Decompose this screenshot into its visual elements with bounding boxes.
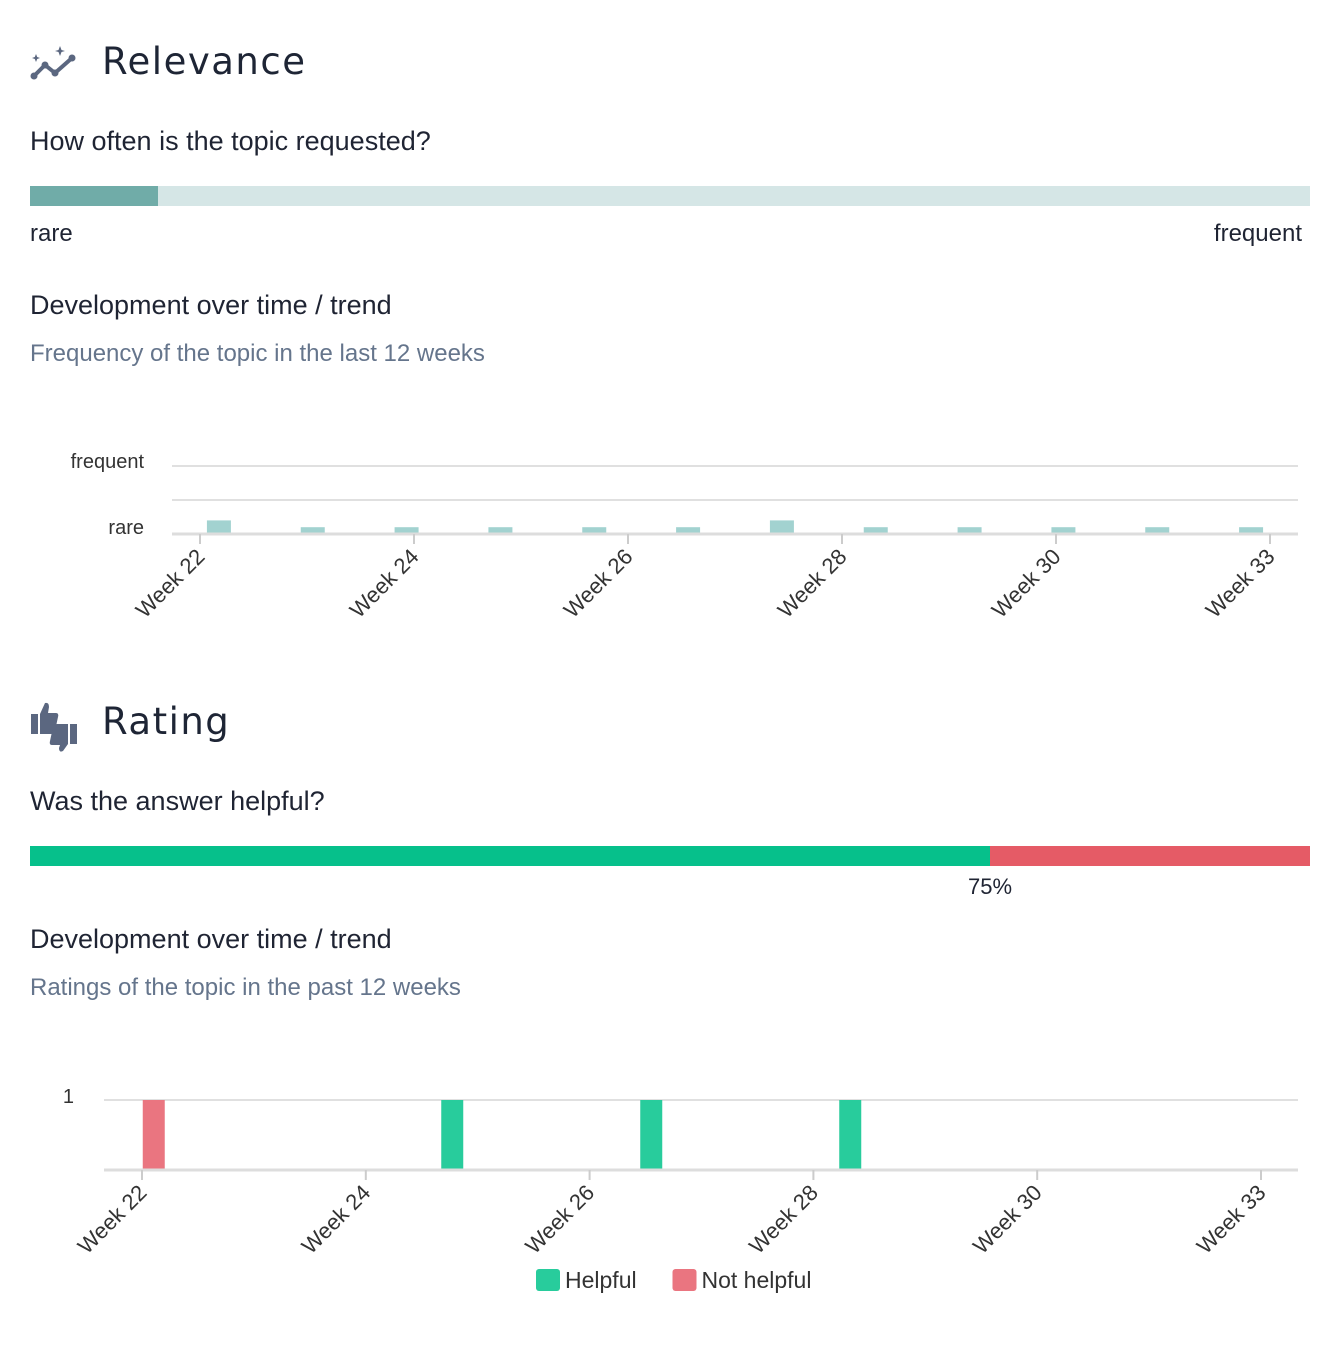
x-tick-label: Week 30: [968, 1180, 1047, 1259]
legend-item: Helpful: [536, 1267, 637, 1293]
x-tick-label: Week 26: [520, 1180, 599, 1259]
rating-chart: 1 Week 22 Week 24 Week 26 Week 28 Week 30 Week…: [63, 1086, 1298, 1293]
frequency-bar: [30, 186, 1310, 206]
x-tick-label: Week 28: [773, 544, 852, 623]
frequency-bar-mark: [488, 527, 513, 534]
rating-trend-subtitle: Ratings of the topic in the past 12 week…: [30, 974, 461, 1001]
helpful-percent-label: 75%: [967, 874, 1013, 899]
rating-bar-mark: [142, 1100, 165, 1170]
frequency-bar-fill: [30, 186, 158, 206]
frequency-bar-mark: [1051, 527, 1076, 534]
sparkle-trend-icon: [30, 46, 76, 80]
x-tick-label: Week 24: [297, 1180, 376, 1259]
relevance-trend-subtitle: Frequency of the topic in the last 12 we…: [30, 340, 485, 367]
rating-bar-mark: [640, 1100, 663, 1170]
legend-label: Helpful: [565, 1267, 637, 1293]
relevance-section: Relevance How often is the topic request…: [0, 0, 1340, 660]
helpful-bar-fill: [30, 846, 990, 866]
rating-question: Was the answer helpful?: [30, 786, 325, 816]
relevance-trend-title: Development over time / trend: [30, 290, 392, 320]
frequency-bar-mark: [1145, 527, 1170, 534]
legend-label: Not helpful: [702, 1267, 812, 1293]
frequency-chart: rare frequent Week 22 Week 24 Week 26 Week 28…: [71, 451, 1298, 623]
x-tick-label: Week 30: [987, 544, 1066, 623]
thumbs-up-down-icon: [31, 702, 77, 752]
frequency-bar-mark: [863, 527, 888, 534]
x-tick-label: Week 28: [744, 1180, 823, 1259]
legend-swatch: [536, 1269, 560, 1291]
x-tick-label: Week 26: [559, 544, 638, 623]
x-tick-label: Week 22: [131, 544, 210, 623]
helpful-bar: [30, 846, 1310, 866]
frequency-bar-mark: [676, 527, 701, 534]
y-tick-label: frequent: [71, 451, 145, 473]
rating-section: Rating Was the answer helpful? 75% Devel…: [0, 680, 1340, 1340]
rating-bar-mark: [839, 1100, 862, 1170]
frequency-bar-mark: [1239, 527, 1264, 534]
scale-min-label: rare: [30, 220, 73, 247]
y-tick-label: rare: [108, 517, 144, 539]
frequency-bar-mark: [300, 527, 325, 534]
frequency-bar-mark: [206, 520, 231, 534]
frequency-bar-mark: [769, 520, 794, 534]
x-tick-label: Week 33: [1192, 1180, 1271, 1259]
x-tick-label: Week 33: [1201, 544, 1280, 623]
scale-max-label: frequent: [1213, 220, 1302, 247]
frequency-bar-mark: [957, 527, 982, 534]
relevance-title: Relevance: [102, 40, 307, 83]
rating-title: Rating: [102, 700, 231, 743]
chart-legend: Helpful Not helpful: [536, 1267, 811, 1293]
rating-bar-mark: [441, 1100, 464, 1170]
legend-swatch: [672, 1269, 697, 1291]
rating-trend-title: Development over time / trend: [30, 924, 392, 954]
x-tick-label: Week 24: [345, 544, 424, 623]
frequency-bar-mark: [394, 527, 419, 534]
legend-item: Not helpful: [672, 1267, 812, 1293]
y-tick-label: 1: [63, 1086, 74, 1108]
x-tick-label: Week 22: [73, 1180, 152, 1259]
frequency-bar-mark: [582, 527, 607, 534]
relevance-question: How often is the topic requested?: [30, 126, 431, 156]
